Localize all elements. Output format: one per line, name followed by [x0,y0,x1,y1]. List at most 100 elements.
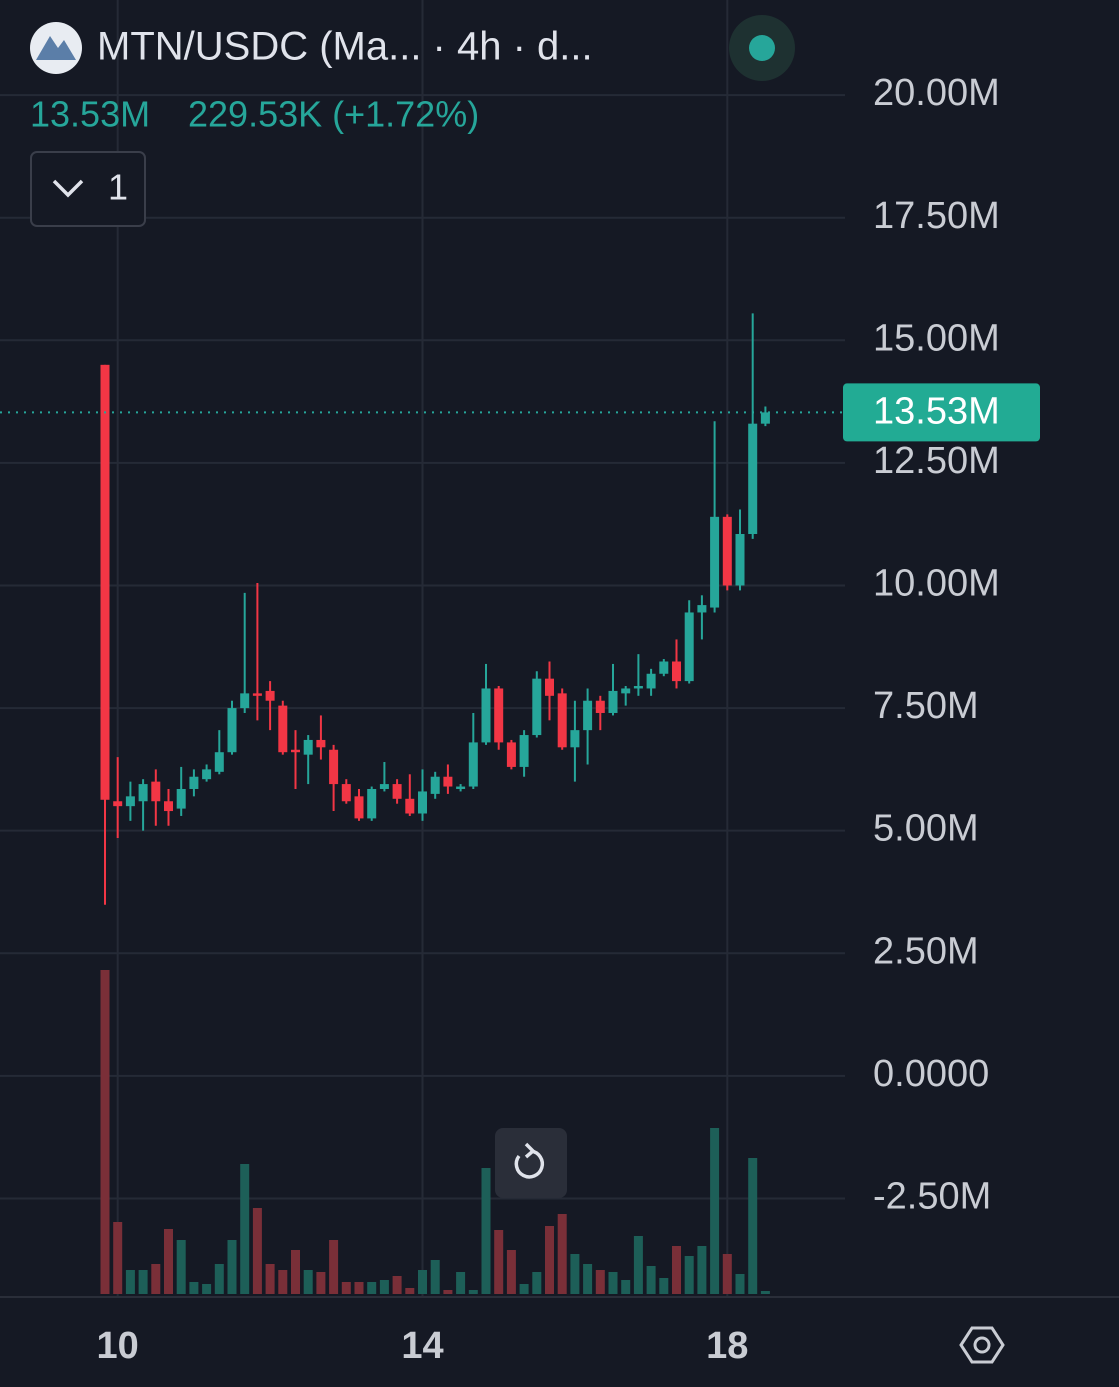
y-tick-label: 10.00M [873,563,1000,605]
y-tick-label: 12.50M [873,440,1000,482]
volume-bar [151,1264,161,1294]
volume-bar [583,1264,593,1294]
volume-bar [710,1128,720,1294]
volume-bar [697,1246,707,1294]
volume-bar [443,1290,453,1294]
candle-body [329,749,339,785]
candle-body [164,801,173,812]
volume-bar [672,1246,681,1294]
candle-body [506,742,516,767]
volume-bar [468,1290,478,1294]
volume-bar [138,1270,148,1294]
candle-body [621,688,631,694]
candle-body [481,688,491,743]
volume-bar [341,1282,351,1294]
volume-bar [240,1164,250,1294]
candle-body [748,423,758,535]
volume [100,970,770,1294]
header-change: 229.53K (+1.72%) [188,94,479,135]
volume-bar [418,1270,427,1294]
candle-body [278,705,288,753]
candle-body [113,801,123,807]
settings-hole [973,1336,991,1354]
candle-body [532,678,542,736]
y-tick-label: 20.00M [873,72,1000,114]
volume-bar [113,1222,123,1294]
candle-body [430,776,440,794]
y-tick-label: -2.50M [873,1175,991,1217]
candle-body [722,516,732,586]
volume-bar [646,1266,656,1294]
volume-bar [608,1272,618,1294]
candle-body [138,784,148,802]
volume-bar [405,1288,415,1294]
y-tick-label: 2.50M [873,930,979,972]
volume-bar [367,1282,377,1294]
candle-body [557,693,567,748]
volume-bar [722,1254,732,1294]
volume-bar [354,1282,364,1294]
reset-arrow [524,1142,536,1159]
y-tick-label: 7.50M [873,685,979,727]
last-price-tag [843,383,1040,442]
grid [0,0,845,1297]
volume-bar [303,1270,313,1294]
volume-bar [494,1230,504,1294]
candle-body [646,673,656,689]
volume-bar [735,1274,745,1294]
candle-body [595,700,605,713]
volume-bar [265,1264,275,1294]
volume-bar [176,1240,186,1294]
candle-body [443,776,453,787]
symbol-title[interactable]: MTN/USDC (Ma... · 4h · d... [97,25,593,69]
candle-body [392,784,402,799]
volume-bar [748,1158,758,1294]
candle-body [735,534,745,586]
y-tick-label: 5.00M [873,808,979,850]
candle-body [252,693,262,696]
volume-bar [392,1276,402,1294]
settings-icon[interactable] [959,1326,1005,1364]
candle-body [659,661,669,674]
reset-button[interactable] [495,1128,567,1198]
logo-mark [36,36,76,60]
candle-body [354,796,364,819]
volume-bar [252,1208,262,1294]
y-tick-label: 17.50M [873,195,1000,237]
last-price-label: 13.53M [873,390,1000,432]
candle-body [494,688,504,743]
volume-bar [278,1270,288,1294]
volume-bar [595,1270,605,1294]
volume-bar [125,1270,135,1294]
volume-bar [430,1260,440,1294]
candle-body [291,749,300,753]
candle-body [379,784,389,789]
candle-body [633,686,643,689]
candle-body [125,796,135,807]
candle-body [303,739,313,755]
volume-bar [684,1256,694,1294]
candle-body [468,742,478,787]
volume-bar [214,1264,224,1294]
x-tick-label: 10 [97,1325,139,1367]
candle-body [341,784,351,802]
status-dot [749,35,775,61]
candle-body [176,788,186,809]
header-price: 13.53M [30,94,150,135]
reset-icon [514,1149,545,1179]
volume-bar [202,1284,212,1294]
candle-body [227,708,237,753]
indicator-toggle[interactable] [30,151,146,227]
candles [100,313,770,905]
volume-bar [316,1272,326,1294]
volume-bar [456,1272,466,1294]
candle-body [519,735,529,767]
volume-bar [329,1240,339,1294]
candle-body [265,690,275,701]
candle-body [684,612,694,682]
volume-bar [506,1250,516,1294]
volume-bar [633,1236,643,1294]
volume-bar [570,1254,580,1294]
chevron [52,179,84,198]
